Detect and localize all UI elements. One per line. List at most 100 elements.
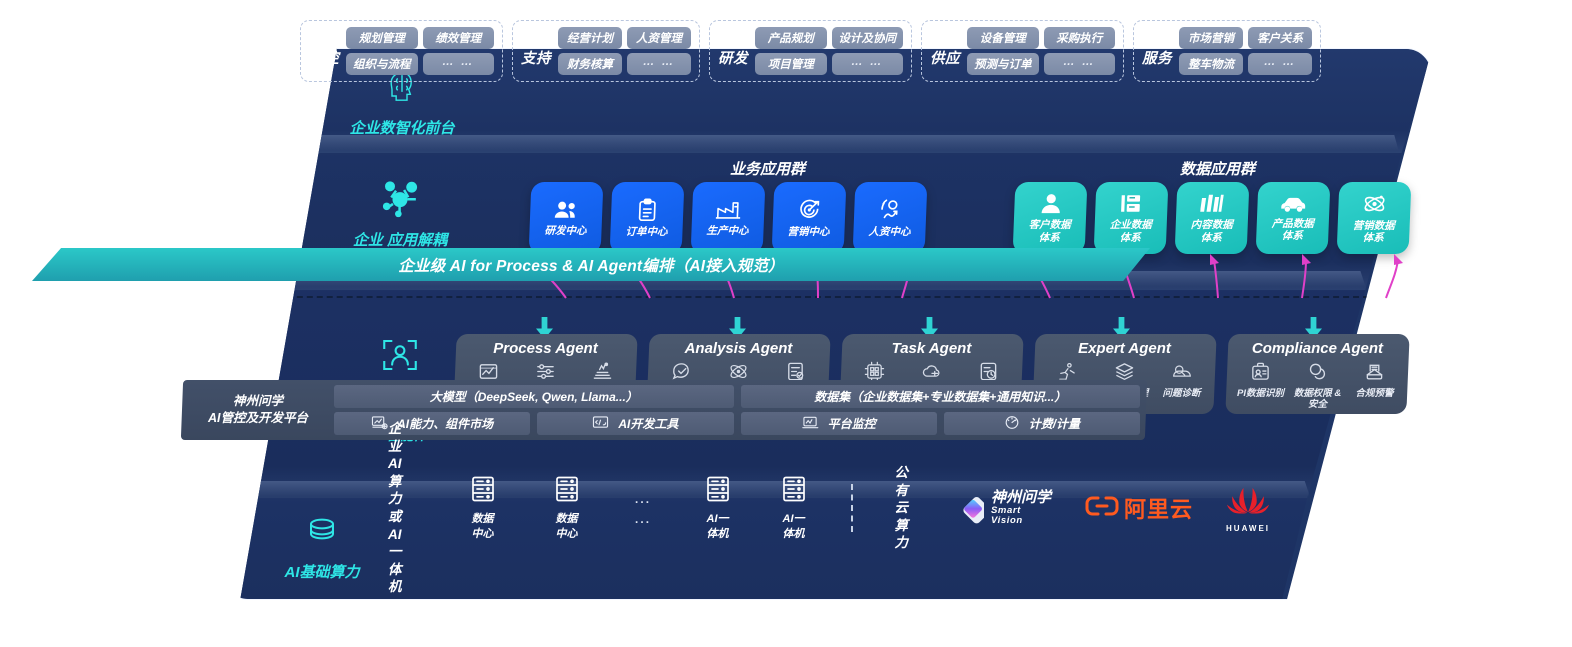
app-card-marketing-center[interactable]: 营销中心 bbox=[771, 182, 847, 254]
governance-group-operations[interactable]: 经营 支持 经营计划 人资管理 财务核算 … … bbox=[512, 20, 700, 82]
agent-capability[interactable]: 数据清洗 bbox=[768, 361, 823, 400]
chip-more[interactable]: … … bbox=[1248, 53, 1312, 75]
agent-capability[interactable]: 流程优化 bbox=[575, 361, 630, 410]
agent-capability[interactable]: 任务管理 bbox=[847, 361, 902, 410]
platform-bar-billing[interactable]: 计费/计量 bbox=[943, 412, 1140, 435]
agent-capability[interactable]: 问题诊断 bbox=[1154, 361, 1209, 400]
database-icon bbox=[252, 516, 392, 555]
app-card-rd-center[interactable]: 研发中心 bbox=[528, 182, 604, 254]
governance-group-strategy[interactable]: 战略 管控 规划管理 绩效管理 组织与流程 … … bbox=[300, 20, 503, 82]
governance-group-production-supply[interactable]: 生产 供应 设备管理 采购执行 预测与订单 … … bbox=[921, 20, 1124, 82]
vendor-name-line2: Smart Vision bbox=[991, 504, 1023, 526]
chip[interactable]: 产品规划 bbox=[755, 27, 827, 49]
card-label: 产品数据 体系 bbox=[1271, 217, 1315, 242]
chip[interactable]: 绩效管理 bbox=[422, 27, 494, 49]
data-card-customer[interactable]: 客户数据 体系 bbox=[1012, 182, 1088, 254]
agent-capability[interactable]: 编写工程设计方案 bbox=[904, 361, 959, 410]
vendor-aliyun[interactable]: 阿里云 bbox=[1085, 492, 1193, 524]
chip[interactable]: 客户关系 bbox=[1248, 27, 1312, 49]
chip-more[interactable]: … … bbox=[627, 53, 691, 75]
chip[interactable]: 市场营销 bbox=[1179, 27, 1243, 49]
data-card-content[interactable]: 内容数据 体系 bbox=[1174, 182, 1250, 254]
agent-capability[interactable]: PI数据识别 bbox=[1233, 361, 1288, 410]
vendor-smart-vision[interactable]: 神州问学 Smart Vision bbox=[948, 488, 1051, 529]
agent-card-compliance[interactable]: Compliance Agent PI数据识别 bbox=[1225, 334, 1410, 414]
capability-label: 合规预警 bbox=[1355, 388, 1394, 399]
app-card-hr-center[interactable]: 人资中心 bbox=[852, 182, 928, 254]
chip[interactable]: 设备管理 bbox=[967, 27, 1039, 49]
group-name: 战略 管控 bbox=[309, 33, 339, 67]
data-apps-cards: 客户数据 体系 企业数据 体系 bbox=[1012, 182, 1412, 254]
vendor-name: 阿里云 bbox=[1124, 497, 1194, 522]
governance-group-marketing-service[interactable]: 营销 服务 市场营销 客户关系 整车物流 … … bbox=[1133, 20, 1321, 82]
app-card-production-center[interactable]: 生产中心 bbox=[690, 182, 766, 254]
platform-column-models: 大模型（DeepSeek, Qwen, Llama...） AI能力、组件市场 bbox=[334, 385, 734, 435]
orchestration-bar[interactable]: 企业级 AI for Process & AI Agent编排（AI接入规范） bbox=[32, 248, 1150, 281]
chip[interactable]: 人资管理 bbox=[627, 27, 691, 49]
agent-capability[interactable]: 流程变更分析 bbox=[518, 361, 573, 410]
chip-more[interactable]: … … bbox=[1043, 53, 1115, 75]
vendor-huawei[interactable]: HUAWEI bbox=[1225, 484, 1271, 533]
chip-more[interactable]: … … bbox=[831, 53, 903, 75]
agent-capability[interactable]: 培训指导 bbox=[1040, 361, 1095, 400]
infra-divider bbox=[850, 484, 853, 532]
platform-bar-models[interactable]: 大模型（DeepSeek, Qwen, Llama...） bbox=[334, 385, 734, 408]
chip[interactable]: 经营计划 bbox=[558, 27, 622, 49]
agent-capability[interactable]: 决策推荐 bbox=[654, 361, 709, 400]
infra-node-datacenter-1[interactable]: 数据中心 bbox=[470, 475, 496, 541]
infra-label: 数据中心 bbox=[471, 513, 494, 540]
chip[interactable]: 规划管理 bbox=[346, 27, 418, 49]
factory-icon bbox=[714, 198, 743, 221]
band-infrastructure bbox=[240, 498, 1308, 599]
agent-card-process[interactable]: Process Agent 流程编排 bbox=[453, 334, 638, 414]
chip[interactable]: 项目管理 bbox=[755, 53, 827, 75]
agent-capability[interactable]: 数据权限 & 安全 bbox=[1290, 361, 1345, 410]
data-card-marketing[interactable]: 营销数据 体系 bbox=[1336, 182, 1412, 254]
chip[interactable]: 组织与流程 bbox=[346, 53, 418, 75]
chip-more[interactable]: … … bbox=[422, 53, 494, 75]
agent-title: Task Agent bbox=[891, 340, 972, 357]
platform-bar-monitoring[interactable]: 平台监控 bbox=[740, 412, 937, 435]
chip[interactable]: 整车物流 bbox=[1179, 53, 1243, 75]
card-label: 营销数据 体系 bbox=[1352, 219, 1395, 244]
chip[interactable]: 预测与订单 bbox=[967, 53, 1039, 75]
platform-name: 神州问学 AI管控及开发平台 bbox=[182, 393, 334, 427]
card-label: 人资中心 bbox=[868, 225, 911, 238]
infra-node-ai-appliance-2[interactable]: AI一体机 bbox=[781, 475, 807, 541]
platform-label: AI开发工具 bbox=[618, 417, 679, 431]
infra-label: 企业AI算力 或AI一体机 bbox=[388, 421, 402, 595]
agent-capability[interactable]: 合规预警 bbox=[1347, 361, 1402, 410]
infra-node-datacenter-2[interactable]: 数据中心 bbox=[554, 475, 580, 541]
governance-group-product-rd[interactable]: 产品 研发 产品规划 设计及协同 项目管理 … … bbox=[709, 20, 912, 82]
agent-card-analysis[interactable]: Analysis Agent 决策推荐 bbox=[646, 334, 831, 414]
app-card-order-center[interactable]: 订单中心 bbox=[609, 182, 685, 254]
optimize-icon bbox=[592, 361, 613, 387]
platform-label: 计费/计量 bbox=[1028, 417, 1081, 431]
group-name: 生产 供应 bbox=[930, 33, 960, 67]
agent-title: Compliance Agent bbox=[1251, 340, 1384, 357]
agent-card-expert[interactable]: Expert Agent 培训指导 bbox=[1032, 334, 1217, 414]
infra-node-ellipsis: … … bbox=[634, 488, 653, 528]
data-card-enterprise[interactable]: 企业数据 体系 bbox=[1093, 182, 1169, 254]
agent-capability[interactable]: 流程编排 bbox=[461, 361, 516, 410]
devtool-icon bbox=[592, 415, 609, 433]
capability-label: PI数据识别 bbox=[1236, 388, 1284, 399]
data-card-product[interactable]: 产品数据 体系 bbox=[1255, 182, 1331, 254]
capability-label: 问题诊断 bbox=[1162, 388, 1201, 399]
rail-label: 企业 应用解耦 bbox=[352, 232, 448, 249]
infra-node-ai-appliance-1[interactable]: AI一体机 bbox=[705, 475, 731, 541]
platform-bar-datasets[interactable]: 数据集（企业数据集+专业数据集+通用知识...） bbox=[740, 385, 1140, 408]
chip[interactable]: 采购执行 bbox=[1043, 27, 1115, 49]
agent-capability[interactable]: 知识库管理 bbox=[1097, 361, 1152, 400]
platform-bar-ai-market[interactable]: AI能力、组件市场 bbox=[334, 412, 531, 435]
card-label: 内容数据 体系 bbox=[1190, 219, 1233, 244]
agent-capability[interactable]: 数据分析 bbox=[711, 361, 766, 400]
agent-card-task[interactable]: Task Agent 任务管理 bbox=[839, 334, 1024, 414]
clipboard-icon bbox=[636, 198, 659, 222]
platform-bar-dev-tools[interactable]: AI开发工具 bbox=[537, 412, 734, 435]
chip[interactable]: 设计及协同 bbox=[831, 27, 903, 49]
brain-icon bbox=[312, 66, 492, 111]
flow-chart-icon bbox=[478, 361, 499, 387]
chip[interactable]: 财务核算 bbox=[558, 53, 622, 75]
agent-capability[interactable]: 造型主题设计 bbox=[961, 361, 1016, 410]
